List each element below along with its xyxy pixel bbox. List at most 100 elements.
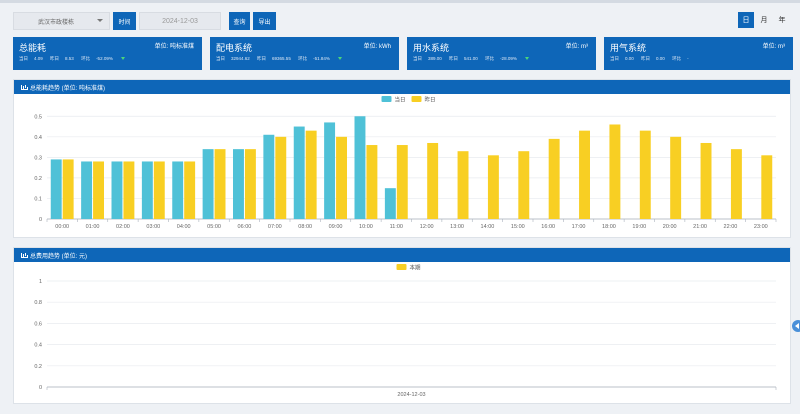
bar-series-b <box>214 149 226 219</box>
export-button[interactable]: 导出 <box>253 12 276 30</box>
x-tick-label: 10:00 <box>359 224 373 230</box>
ratio-value: -28.09% <box>500 56 517 61</box>
card-power: 配电系统 单位: kWh 当日 32944.62 昨日 69365.55 环比 -51… <box>210 37 399 70</box>
x-tick-label: 12:00 <box>420 224 434 230</box>
x-tick-label: 11:00 <box>390 224 403 230</box>
card-unit: 单位: m³ <box>565 44 588 50</box>
yesterday-label: 昨日 <box>257 56 267 61</box>
bar-series-b <box>761 155 773 219</box>
ratio-label: 环比 <box>672 56 682 61</box>
y-tick-label: 0.5 <box>34 114 42 120</box>
y-tick-label: 0.4 <box>34 135 42 141</box>
x-tick-label: 05:00 <box>207 224 221 230</box>
period-day-button[interactable]: 日 <box>738 12 754 28</box>
period-year-button[interactable]: 年 <box>778 17 786 24</box>
ratio-value: -51.84% <box>313 56 330 61</box>
panel-title: 总费用趋势 (单位: 元) <box>30 253 87 260</box>
x-tick-label: 02:00 <box>116 224 130 230</box>
bar-series-b <box>275 136 287 219</box>
today-value: 0.00 <box>625 56 634 61</box>
x-tick-label: 07:00 <box>268 224 282 230</box>
bar-series-b <box>184 161 196 219</box>
x-tick-label: 20:00 <box>663 224 677 230</box>
card-title: 配电系统 <box>216 43 253 53</box>
energy-trend-panel: 总能耗趋势 (单位: 吨标准煤) 0 0.1 0.2 0.3 0.4 0.5 00:00 01… <box>13 79 791 238</box>
period-month-button[interactable]: 月 <box>760 17 768 24</box>
bar-series-b <box>639 130 651 219</box>
card-title: 用水系统 <box>413 43 450 53</box>
x-tick-label: 23:00 <box>754 224 768 230</box>
bar-series-b <box>62 159 74 219</box>
x-tick-label: 08:00 <box>298 224 312 230</box>
y-tick-label: 0.2 <box>34 364 42 370</box>
ratio-label: 环比 <box>298 56 308 61</box>
date-input[interactable]: 2024-12-03 <box>139 12 221 30</box>
bar-series-b <box>700 142 712 219</box>
y-tick-label: 0 <box>39 217 42 223</box>
bar-series-a <box>111 161 123 219</box>
x-tick-label: 03:00 <box>146 224 160 230</box>
yesterday-label: 昨日 <box>449 56 459 61</box>
card-stats: 当日 0.00 昨日 0.00 环比 - <box>610 56 695 62</box>
bar-series-a <box>172 161 184 219</box>
yesterday-value: 8.53 <box>65 56 74 61</box>
yesterday-value: 0.00 <box>656 56 665 61</box>
x-tick-label: 09:00 <box>329 224 343 230</box>
panel-header: 总能耗趋势 (单位: 吨标准煤) <box>14 80 790 94</box>
query-button[interactable]: 查询 <box>229 12 250 30</box>
bar-series-b <box>93 161 104 219</box>
bar-series-b <box>244 149 256 219</box>
bar-series-b <box>457 151 469 219</box>
x-tick-label: 15:00 <box>511 224 525 230</box>
card-stats: 当日 389.00 昨日 541.00 环比 -28.09% <box>413 56 529 62</box>
card-unit: 单位: m³ <box>762 44 785 50</box>
x-tick-label: 17:00 <box>572 224 586 230</box>
time-label: 时间 <box>113 12 136 30</box>
bar-series-b <box>305 130 317 219</box>
x-tick-label: 2024-12-03 <box>397 392 425 398</box>
card-unit: 单位: 吨标准煤 <box>154 44 194 50</box>
bar-series-a <box>324 122 336 219</box>
building-select-value: 武汉市政楼栋 <box>38 19 75 26</box>
x-tick-label: 22:00 <box>724 224 738 230</box>
bar-series-b <box>670 136 682 219</box>
today-label: 当日 <box>216 56 225 61</box>
bar-series-b <box>427 142 439 219</box>
yesterday-value: 541.00 <box>464 56 478 61</box>
bar-series-a <box>293 126 305 219</box>
legend-label: 昨日 <box>425 96 436 104</box>
bar-series-a <box>50 159 62 219</box>
x-tick-label: 04:00 <box>177 224 191 230</box>
bar-series-a <box>202 149 214 219</box>
card-gas: 用气系统 单位: m³ 当日 0.00 昨日 0.00 环比 - <box>604 37 793 70</box>
y-tick-label: 0.1 <box>34 196 42 202</box>
bar-series-b <box>609 124 621 219</box>
toolbar: 武汉市政楼栋 时间 2024-12-03 查询 导出 日 月 年 <box>0 3 800 33</box>
cost-trend-panel: 总费用趋势 (单位: 元) 0 0.2 0.4 0.6 0.8 1 2024-12-03 本期 <box>13 247 791 404</box>
bar-series-b <box>579 130 590 219</box>
down-arrow-icon <box>524 57 529 61</box>
bar-series-b <box>123 161 135 219</box>
building-select[interactable]: 武汉市政楼栋 <box>13 12 110 30</box>
legend-swatch <box>411 96 422 102</box>
bar-series-b <box>396 145 408 219</box>
card-total-energy: 总能耗 单位: 吨标准煤 当日 4.09 昨日 8.53 环比 -52.09% <box>13 37 202 70</box>
x-tick-label: 16:00 <box>541 224 555 230</box>
legend-swatch <box>381 96 392 102</box>
x-tick-label: 00:00 <box>55 224 69 230</box>
ratio-label: 环比 <box>81 56 91 61</box>
today-label: 当日 <box>19 56 28 61</box>
bar-chart-icon <box>21 84 27 90</box>
x-tick-label: 21:00 <box>693 224 707 230</box>
bar-series-b <box>487 155 499 219</box>
x-tick-label: 01:00 <box>86 224 100 230</box>
x-tick-label: 06:00 <box>238 224 252 230</box>
collapse-arrow-icon[interactable] <box>792 320 800 332</box>
down-arrow-icon <box>337 57 342 61</box>
caret-down-icon <box>97 19 103 22</box>
yesterday-value: 69365.55 <box>272 56 291 61</box>
ratio-value: -52.09% <box>96 56 113 61</box>
y-tick-label: 1 <box>39 279 42 285</box>
card-title: 总能耗 <box>19 43 47 53</box>
y-tick-label: 0 <box>39 385 42 391</box>
